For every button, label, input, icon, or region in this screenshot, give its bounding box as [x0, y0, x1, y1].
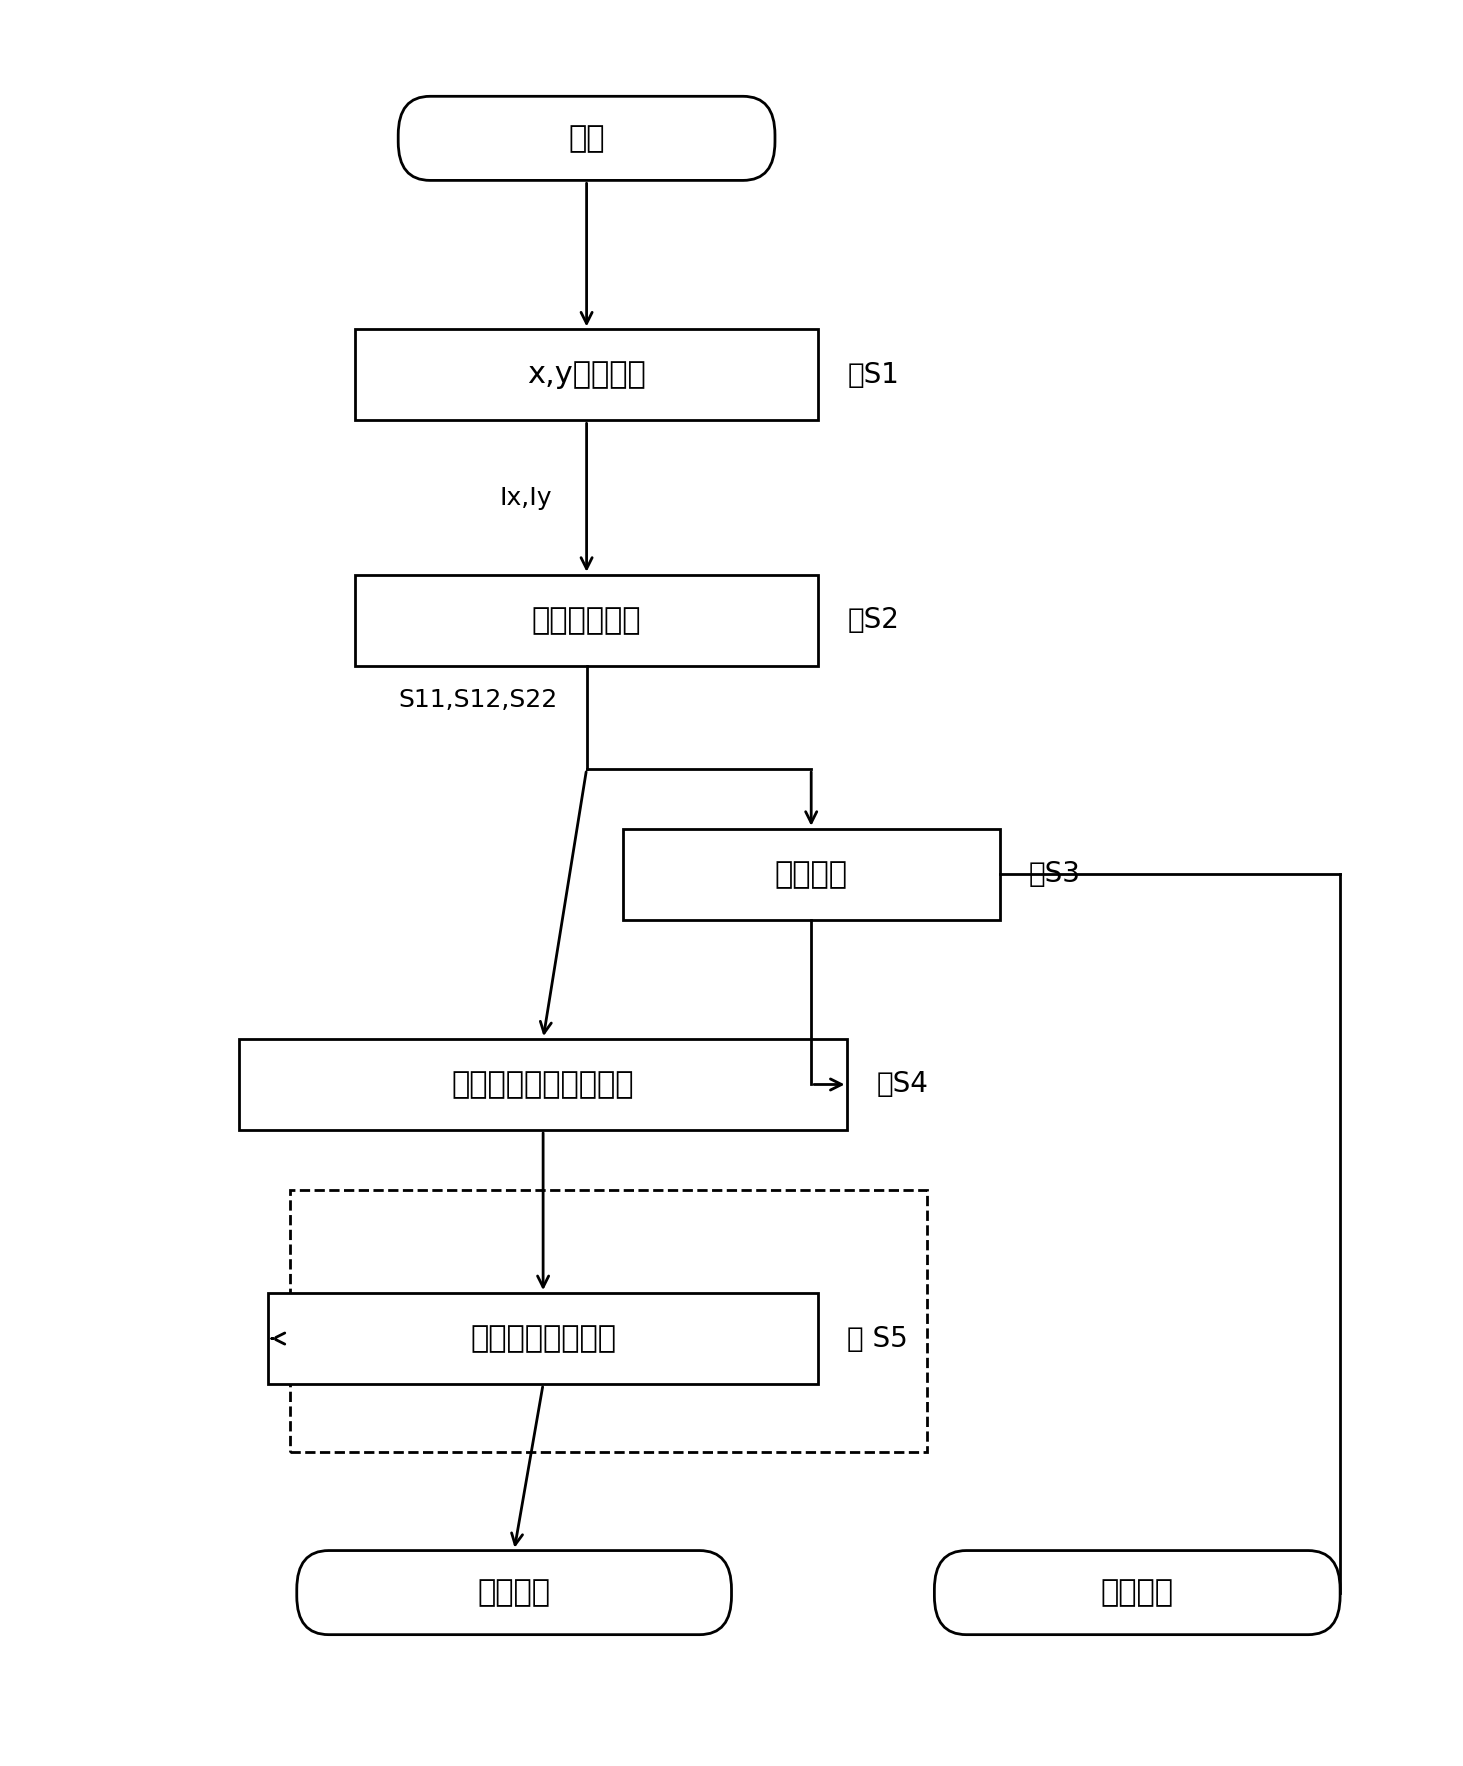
- Text: ～S1: ～S1: [847, 360, 900, 389]
- Bar: [290, 1190, 928, 1452]
- Text: ～S3: ～S3: [1028, 860, 1081, 888]
- Text: 计算偏微分方程式系数: 计算偏微分方程式系数: [452, 1070, 635, 1098]
- Text: 边沿计算: 边沿计算: [775, 860, 847, 888]
- Text: x,y方向微分: x,y方向微分: [527, 360, 647, 389]
- Text: Ix,Iy: Ix,Iy: [500, 486, 552, 510]
- Text: 输入: 输入: [568, 124, 604, 154]
- Bar: [354, 574, 818, 666]
- Bar: [268, 1293, 818, 1385]
- Text: 输出边沿: 输出边沿: [1100, 1579, 1173, 1607]
- Text: 计算偏微分方程式: 计算偏微分方程式: [470, 1324, 616, 1353]
- Text: ～ S5: ～ S5: [847, 1324, 909, 1353]
- Bar: [623, 828, 999, 920]
- Bar: [238, 1038, 847, 1130]
- Bar: [354, 328, 818, 420]
- Text: 输出图像: 输出图像: [477, 1579, 550, 1607]
- FancyBboxPatch shape: [297, 1551, 732, 1635]
- FancyBboxPatch shape: [935, 1551, 1340, 1635]
- Text: 计算构造张量: 计算构造张量: [533, 606, 641, 634]
- Text: ～S2: ～S2: [847, 606, 900, 634]
- FancyBboxPatch shape: [398, 97, 775, 180]
- Text: S11,S12,S22: S11,S12,S22: [398, 689, 557, 712]
- Text: ～S4: ～S4: [876, 1070, 929, 1098]
